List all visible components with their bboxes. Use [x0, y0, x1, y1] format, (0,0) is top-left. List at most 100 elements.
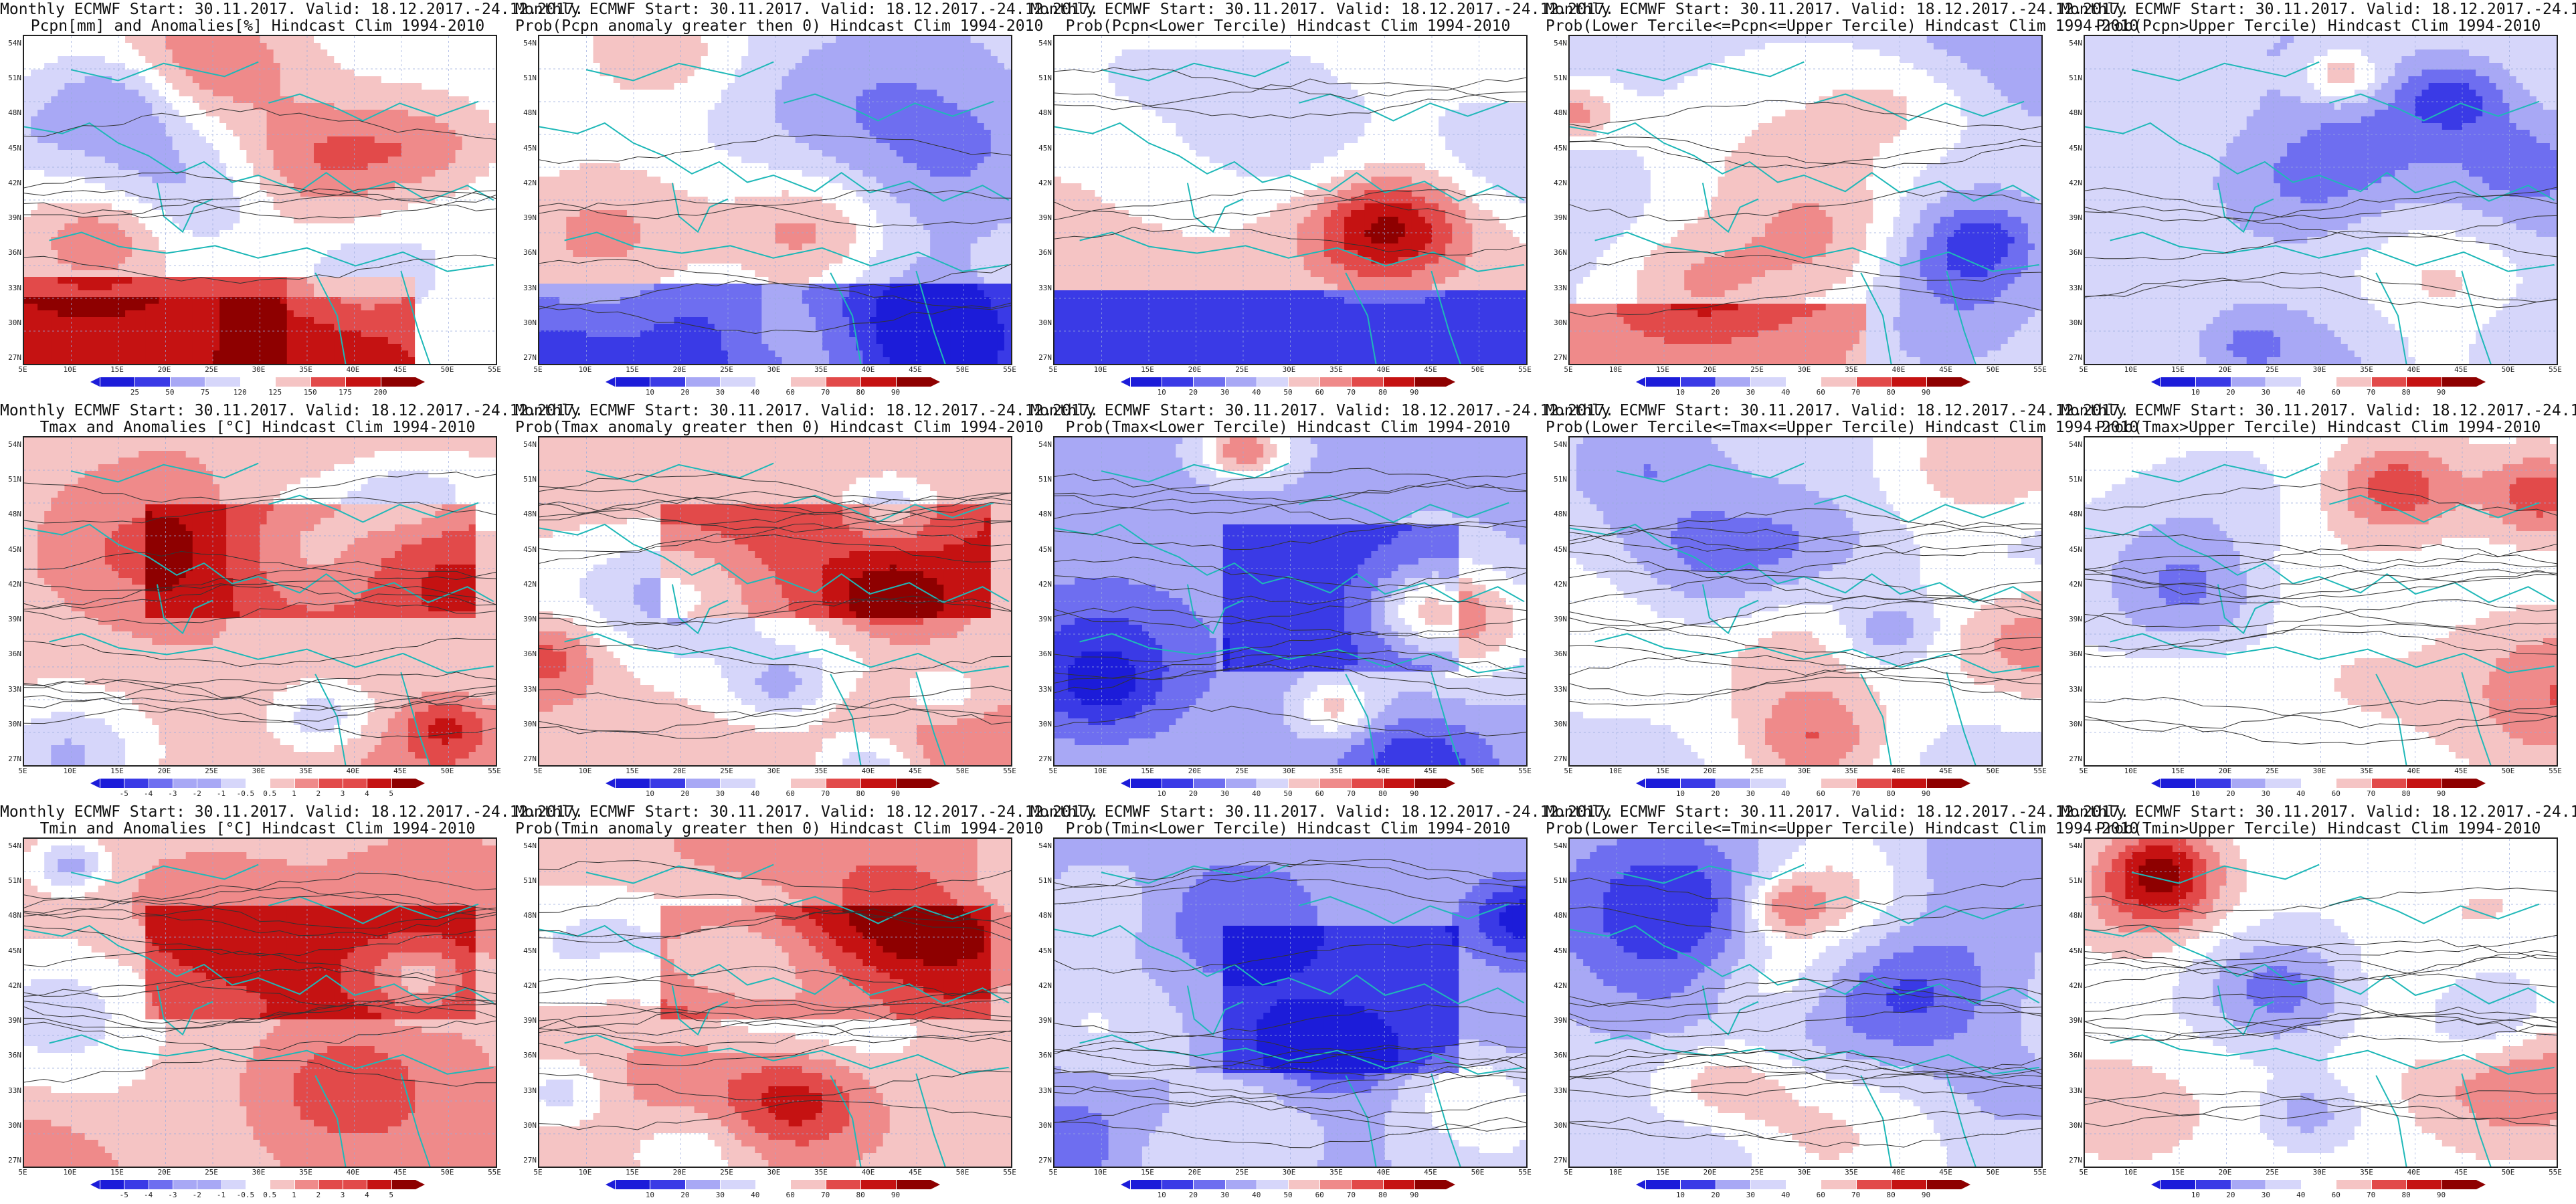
colorbar-low-arrow	[90, 1180, 100, 1189]
colorbar-low-arrow	[1636, 779, 1645, 788]
colorbar-swatch	[1382, 377, 1414, 387]
lat-tick-label: 33N	[517, 1086, 537, 1095]
colorbar-tick-label: 80	[1879, 1191, 1902, 1199]
panel-title-line-1: Monthly ECMWF Start: 30.11.2017. Valid: …	[1030, 1, 1614, 18]
lat-tick-label: 39N	[517, 615, 537, 623]
colorbar-swatch	[294, 779, 318, 788]
panel-title-line-1: Monthly ECMWF Start: 30.11.2017. Valid: …	[2061, 403, 2576, 419]
lon-tick-label: 10E	[57, 767, 84, 775]
lat-tick-label: 42N	[1032, 179, 1052, 187]
colorbar-tick-label: 40	[2290, 1191, 2312, 1199]
lat-tick-label: 36N	[1, 1051, 21, 1060]
lat-tick-label: 48N	[1547, 510, 1567, 518]
lon-tick-label: 55E	[481, 365, 508, 374]
lon-tick-label: 5E	[2070, 365, 2097, 374]
colorbar-swatch	[1891, 779, 1926, 788]
lon-tick-label: 40E	[855, 1168, 882, 1177]
panel-title-line-2: Pcpn[mm] and Anomalies[%] Hindcast Clim …	[0, 18, 515, 35]
lat-tick-label: 42N	[1547, 580, 1567, 589]
colorbar-tick-label: 80	[2395, 388, 2417, 397]
lon-tick-label: 35E	[292, 1168, 319, 1177]
lat-tick-label: 42N	[1032, 981, 1052, 990]
lon-tick-label: 10E	[57, 365, 84, 374]
colorbar-tick-label: 50	[159, 388, 181, 397]
lon-tick-label: 5E	[2070, 1168, 2097, 1177]
colorbar-swatch	[1821, 377, 1856, 387]
colorbar-swatch	[720, 377, 755, 387]
map-field-svg	[1570, 36, 2041, 364]
colorbar-tick-label: 20	[2219, 1191, 2242, 1199]
lon-tick-label: 35E	[2353, 767, 2380, 775]
lat-tick-label: 42N	[1, 179, 21, 187]
colorbar-high-arrow	[415, 377, 425, 387]
panel-title-line-1: Monthly ECMWF Start: 30.11.2017. Valid: …	[0, 804, 583, 821]
colorbar	[1121, 779, 1456, 788]
colorbar-tick-label: 60	[2324, 1191, 2347, 1199]
colorbar-swatch	[343, 1180, 367, 1189]
colorbar-tick-label: 80	[1372, 1191, 1394, 1199]
lat-tick-label: 48N	[1032, 911, 1052, 920]
colorbar-tick-label: 1	[282, 789, 305, 798]
lon-tick-label: 5E	[1555, 1168, 1582, 1177]
colorbar-tick-label: 10	[1669, 789, 1691, 798]
lat-tick-label: 39N	[2062, 213, 2082, 222]
lon-tick-label: 35E	[292, 365, 319, 374]
colorbar-tick-label: 40	[744, 1191, 767, 1199]
lat-tick-label: 30N	[517, 318, 537, 327]
colorbar-swatch	[148, 779, 173, 788]
panel-title-line-1: Monthly ECMWF Start: 30.11.2017. Valid: …	[0, 1, 583, 18]
lat-tick-label: 45N	[1032, 144, 1052, 153]
lat-tick-label: 54N	[1, 440, 21, 449]
lon-tick-label: 25E	[2259, 365, 2286, 374]
lat-tick-label: 51N	[1547, 475, 1567, 484]
colorbar-swatch	[2336, 377, 2371, 387]
colorbar-swatch	[1680, 377, 1716, 387]
lat-tick-label: 42N	[1, 580, 21, 589]
map-field-svg	[2085, 36, 2557, 364]
colorbar-high-arrow	[2476, 1180, 2486, 1189]
lon-tick-label: 15E	[1649, 767, 1676, 775]
colorbar-low-arrow	[1121, 377, 1130, 387]
colorbar	[2151, 779, 2486, 788]
colorbar-tick-label: 40	[744, 388, 767, 397]
colorbar-tick-label: 90	[885, 1191, 907, 1199]
colorbar-tick-label: 60	[1809, 789, 1832, 798]
colorbar-tick-label: 30	[1214, 1191, 1236, 1199]
colorbar-swatch	[148, 1180, 173, 1189]
lat-tick-label: 39N	[2062, 615, 2082, 623]
lat-tick-label: 30N	[1547, 1121, 1567, 1130]
lon-tick-label: 40E	[855, 767, 882, 775]
lon-tick-label: 40E	[1885, 1168, 1912, 1177]
lon-tick-label: 45E	[1417, 365, 1444, 374]
lat-tick-label: 54N	[517, 440, 537, 449]
colorbar-swatch	[100, 377, 135, 387]
colorbar-tick-label: 60	[1809, 388, 1832, 397]
lon-tick-label: 45E	[387, 365, 413, 374]
colorbar-swatch	[1288, 377, 1320, 387]
colorbar-tick-label: 10	[1150, 388, 1173, 397]
panel-title-line-2: Prob(Tmax<Lower Tercile) Hindcast Clim 1…	[1030, 419, 1546, 436]
lon-tick-label: 50E	[1465, 365, 1491, 374]
map-field-svg	[1570, 437, 2041, 765]
colorbar-swatch	[240, 377, 276, 387]
lon-tick-label: 5E	[1040, 365, 1067, 374]
colorbar-low-arrow	[90, 377, 100, 387]
map-field-svg	[1054, 36, 1526, 364]
lat-tick-label: 42N	[1547, 179, 1567, 187]
lon-tick-label: 30E	[246, 1168, 272, 1177]
lat-tick-label: 45N	[517, 144, 537, 153]
lon-tick-label: 50E	[434, 767, 461, 775]
colorbar-tick-label: 60	[779, 789, 802, 798]
colorbar-swatch	[1855, 1180, 1892, 1189]
lon-tick-label: 25E	[713, 365, 740, 374]
lon-tick-label: 20E	[2212, 767, 2239, 775]
lon-tick-label: 30E	[2306, 365, 2333, 374]
lat-tick-label: 33N	[517, 284, 537, 292]
colorbar-swatch	[684, 779, 721, 788]
lat-tick-label: 48N	[1547, 108, 1567, 117]
colorbar-tick-label: 20	[1182, 789, 1204, 798]
lon-tick-label: 10E	[2118, 1168, 2144, 1177]
lon-tick-label: 40E	[340, 1168, 367, 1177]
colorbar-tick-label: 80	[1879, 388, 1902, 397]
lon-tick-label: 35E	[2353, 1168, 2380, 1177]
